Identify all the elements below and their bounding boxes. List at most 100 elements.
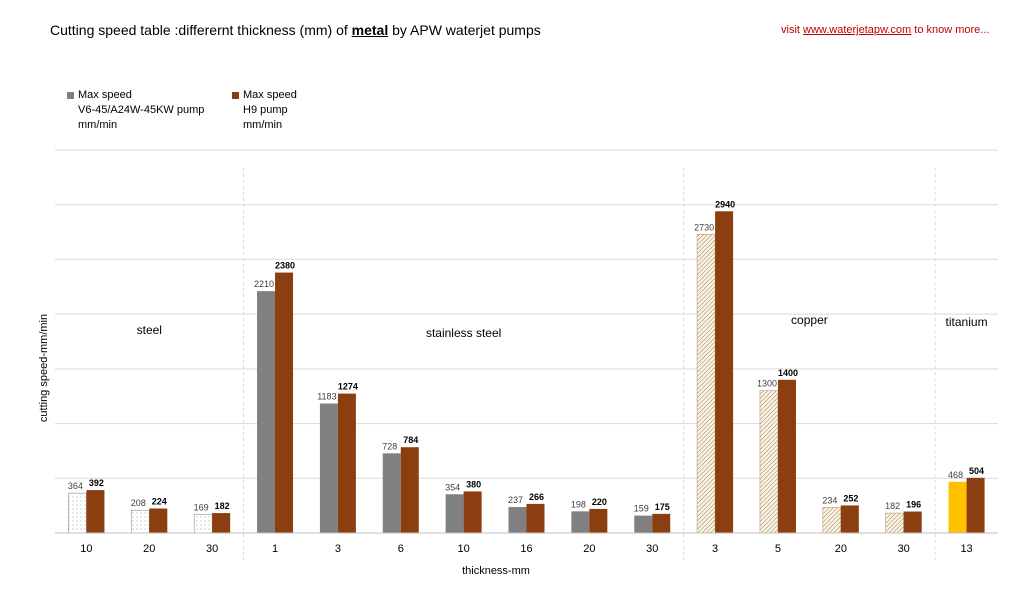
y-axis-title: cutting speed-mm/min (38, 314, 50, 422)
data-label-series2: 175 (655, 502, 670, 512)
group-label: stainless steel (426, 326, 501, 340)
legend-series2-line3: mm/min (243, 119, 283, 131)
x-tick-label: 30 (206, 543, 218, 555)
bar-series1 (382, 453, 401, 533)
website-note: visit www.waterjetapw.com to know more..… (781, 24, 989, 36)
bar-series2 (149, 508, 168, 533)
bar-series1 (131, 509, 150, 534)
x-tick-label: 5 (775, 543, 781, 555)
data-label-series1: 198 (571, 499, 586, 509)
legend-series1: Max speed V6-45/A24W-45KW pump mm/min (67, 88, 205, 133)
data-label-series2: 1274 (338, 382, 358, 392)
bar-series2 (275, 272, 294, 533)
bar-series1 (822, 507, 842, 534)
bar-series1 (193, 514, 213, 534)
bar-series1 (257, 291, 276, 533)
legend-series2: Max speed H9 pump mm/min (232, 88, 297, 133)
x-tick-label: 30 (898, 543, 910, 555)
bar-series2 (86, 490, 105, 533)
data-label-series2: 2940 (715, 199, 735, 209)
data-label-series2: 1400 (778, 368, 798, 378)
bar-series1 (634, 515, 653, 533)
legend-series1-line2: V6-45/A24W-45KW pump (78, 104, 205, 116)
link-prefix: visit (781, 24, 803, 36)
data-label-series1: 364 (68, 481, 83, 491)
bar-series2 (652, 513, 671, 533)
x-tick-label: 20 (143, 543, 155, 555)
bar-series2 (212, 513, 231, 533)
x-tick-label: 20 (583, 543, 595, 555)
x-tick-label: 3 (712, 543, 718, 555)
title-suffix: by APW waterjet pumps (388, 22, 541, 38)
data-label-series1: 728 (382, 441, 397, 451)
data-label-series2: 220 (592, 497, 607, 507)
bar-series2 (966, 477, 985, 533)
data-label-series1: 468 (948, 470, 963, 480)
data-label-series1: 208 (131, 498, 146, 508)
bar-series1 (68, 492, 87, 534)
data-label-series1: 182 (885, 501, 900, 511)
legend-swatch-series1 (67, 92, 74, 99)
legend-series2-line1: Max speed (243, 89, 297, 101)
data-label-series1: 2210 (254, 279, 274, 289)
chart-title: Cutting speed table :differernt thicknes… (50, 22, 541, 38)
data-label-series2: 504 (969, 466, 984, 476)
bar-series2 (777, 379, 796, 533)
bar-series1 (759, 390, 779, 534)
x-tick-label: 10 (80, 543, 92, 555)
x-tick-label: 16 (520, 543, 532, 555)
bar-series2 (589, 508, 608, 533)
data-label-series1: 237 (508, 495, 523, 505)
data-label-series2: 784 (403, 435, 418, 445)
group-label: copper (791, 313, 828, 327)
data-label-series1: 1183 (317, 392, 336, 402)
data-label-series2: 252 (843, 493, 858, 503)
bar-series2 (400, 447, 419, 533)
data-label-series1: 159 (634, 504, 649, 514)
x-tick-label: 10 (458, 543, 470, 555)
bar-series1 (885, 512, 905, 534)
data-label-series2: 266 (529, 492, 544, 502)
data-label-series2: 392 (89, 478, 104, 488)
title-prefix: Cutting speed table :differernt thicknes… (50, 22, 352, 38)
link-suffix: to know more... (911, 24, 990, 36)
bar-series2 (840, 505, 859, 533)
bar-series2 (337, 393, 356, 533)
legend-series2-line2: H9 pump (243, 104, 288, 116)
data-label-series1: 1300 (757, 379, 777, 389)
x-axis-title: thickness-mm (462, 565, 530, 577)
data-label-series1: 354 (445, 482, 460, 492)
legend-series1-line3: mm/min (78, 119, 118, 131)
data-label-series1: 234 (822, 495, 837, 505)
bar-series1 (319, 403, 338, 533)
title-bold: metal (351, 22, 389, 38)
x-tick-label: 20 (835, 543, 847, 555)
legend-swatch-series2 (232, 92, 239, 99)
data-label-series2: 224 (152, 496, 167, 506)
bar-series1 (508, 507, 527, 533)
group-label: steel (137, 323, 162, 337)
x-tick-label: 1 (272, 543, 278, 555)
bar-series2 (526, 503, 545, 533)
data-label-series1: 169 (194, 503, 209, 513)
data-label-series2: 196 (906, 500, 921, 510)
group-label: titanium (946, 315, 988, 329)
data-label-series1: 2730 (694, 222, 714, 232)
bar-series2 (715, 211, 734, 533)
bar-series1 (696, 233, 716, 534)
bar-series1 (445, 494, 464, 533)
x-tick-label: 3 (335, 543, 341, 555)
bar-series1 (948, 481, 967, 533)
bar-series2 (463, 491, 482, 533)
x-tick-label: 6 (398, 543, 404, 555)
data-label-series2: 2380 (275, 261, 295, 271)
website-link[interactable]: www.waterjetapw.com (803, 24, 912, 36)
legend-series1-line1: Max speed (78, 89, 132, 101)
data-label-series2: 182 (215, 501, 230, 511)
data-label-series2: 380 (466, 479, 481, 489)
bar-series1 (571, 511, 590, 533)
bar-series2 (903, 511, 922, 533)
x-tick-label: 30 (646, 543, 658, 555)
